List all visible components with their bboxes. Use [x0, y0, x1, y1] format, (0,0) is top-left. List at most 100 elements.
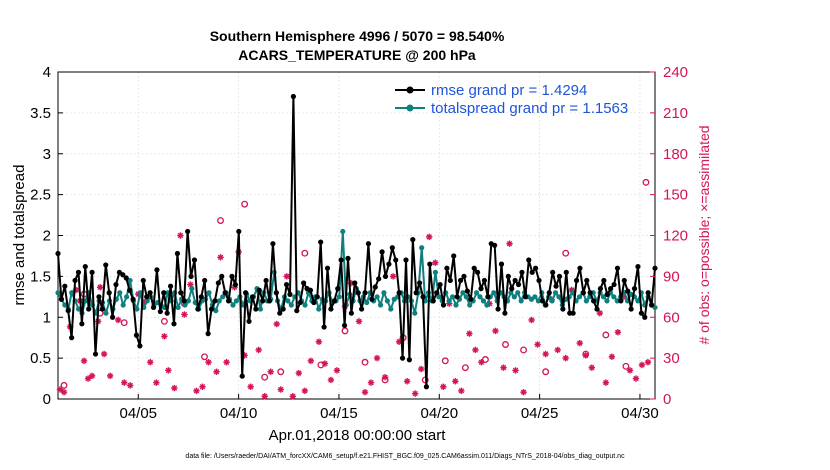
- totalspread-point: [552, 290, 559, 296]
- rmse-point: [635, 263, 641, 270]
- totalspread-point: [364, 299, 370, 306]
- rmse-point: [243, 290, 249, 296]
- obs-assimilated-stroke: [61, 389, 67, 395]
- obs-assimilated-stroke: [57, 386, 63, 393]
- obs-assimilated-marker: [411, 390, 419, 397]
- y2-tick-label: 210: [663, 105, 688, 122]
- rmse-point: [62, 283, 68, 289]
- rmse-point: [120, 272, 126, 278]
- rmse-point: [140, 277, 146, 284]
- x-tick-label: 04/20: [421, 405, 459, 422]
- rmse-point: [150, 304, 157, 311]
- y2-axis-label: # of obs: o=possible; ×=assimilated: [696, 125, 712, 344]
- rmse-point: [618, 298, 624, 304]
- rmse-point: [515, 281, 522, 288]
- rmse-point: [386, 261, 392, 267]
- totalspread-point: [635, 298, 641, 304]
- rmse-point: [96, 294, 102, 300]
- rmse-point: [573, 277, 580, 284]
- rmse-point: [556, 273, 563, 279]
- totalspread-point: [480, 298, 487, 304]
- rmse-point: [410, 236, 416, 243]
- rmse-point: [437, 281, 443, 288]
- obs-assimilated-stroke: [267, 369, 274, 375]
- rmse-point: [219, 273, 225, 279]
- rmse-point: [144, 294, 150, 300]
- obs-assimilated-marker: [96, 284, 104, 291]
- rmse-point: [171, 321, 177, 327]
- obs-assimilated-marker: [171, 384, 178, 392]
- rmse-point: [502, 310, 508, 316]
- obs-assimilated-marker: [165, 367, 172, 374]
- obs-assimilated-marker: [576, 339, 583, 347]
- rmse-point: [444, 265, 450, 271]
- rmse-point: [550, 269, 556, 275]
- totalspread-point: [103, 310, 109, 316]
- totalspread-point: [614, 298, 620, 304]
- obs-assimilated-marker: [542, 350, 549, 358]
- obs-assimilated-marker: [644, 359, 652, 366]
- obs-assimilated-marker: [395, 338, 403, 345]
- totalspread-point: [384, 298, 390, 304]
- obs-assimilated-marker: [534, 341, 541, 348]
- obs-assimilated-stroke: [418, 366, 424, 372]
- rmse-point: [376, 276, 382, 282]
- rmse-point: [372, 284, 378, 290]
- rmse-point: [389, 245, 395, 251]
- totalspread-point: [302, 302, 308, 308]
- obs-assimilated-marker: [389, 273, 397, 280]
- rmse-point: [475, 269, 481, 275]
- rmse-point: [345, 255, 351, 261]
- obs-assimilated-stroke: [492, 328, 499, 334]
- totalspread-point: [412, 310, 418, 316]
- rmse-point: [648, 302, 655, 308]
- legend-rmse-label: rmse grand pr = 1.4294: [431, 82, 587, 99]
- x-tick-label: 04/10: [220, 405, 258, 422]
- rmse-point: [260, 298, 266, 304]
- obs-assimilated-marker: [88, 372, 96, 380]
- rmse-point: [341, 322, 348, 329]
- obs-assimilated-marker: [608, 353, 616, 360]
- obs-assimilated-marker: [127, 382, 134, 389]
- obs-assimilated-stroke: [101, 351, 107, 357]
- rmse-point: [109, 314, 116, 320]
- obs-assimilated-stroke: [528, 317, 535, 323]
- obs-assimilated-marker: [147, 359, 154, 366]
- obs-possible-marker: [481, 356, 489, 363]
- totalspread-point: [518, 298, 524, 304]
- x-tick-label: 04/30: [621, 405, 659, 422]
- obs-possible-marker: [562, 249, 570, 257]
- obs-assimilated-marker: [528, 316, 535, 324]
- obs-assimilated-marker: [355, 318, 363, 325]
- totalspread-point: [611, 294, 617, 300]
- rmse-point: [597, 286, 604, 292]
- rmse-point: [631, 286, 638, 292]
- obs-assimilated-stroke: [296, 370, 302, 376]
- obs-assimilated-stroke: [432, 260, 438, 266]
- obs-assimilated-stroke: [97, 284, 103, 291]
- rmse-point: [399, 355, 406, 361]
- obs-assimilated-stroke: [577, 340, 583, 346]
- obs-assimilated-stroke: [153, 379, 160, 386]
- obs-assimilated-stroke: [396, 339, 402, 345]
- rmse-point: [335, 286, 341, 292]
- rmse-point: [396, 290, 402, 296]
- obs-assimilated-marker: [458, 387, 465, 395]
- rmse-point: [526, 257, 532, 263]
- series-layer: [55, 93, 658, 400]
- obs-assimilated-marker: [492, 327, 499, 335]
- totalspread-point: [511, 294, 517, 300]
- obs-assimilated-stroke: [255, 347, 262, 353]
- obs-assimilated-marker: [60, 388, 68, 396]
- totalspread-point: [175, 304, 181, 311]
- obs-assimilated-marker: [181, 311, 188, 318]
- obs-assimilated-stroke: [568, 287, 575, 293]
- x-axis-label: Apr.01,2018 00:00:00 start: [269, 427, 447, 444]
- obs-possible-marker: [361, 358, 369, 366]
- rmse-point: [301, 280, 307, 286]
- totalspread-point: [127, 277, 133, 284]
- chart-title-line2: ACARS_TEMPERATURE @ 200 hPa: [238, 47, 476, 63]
- x-tick-label: 04/25: [521, 405, 559, 422]
- rmse-point: [314, 294, 320, 300]
- obs-assimilated-stroke: [472, 347, 479, 353]
